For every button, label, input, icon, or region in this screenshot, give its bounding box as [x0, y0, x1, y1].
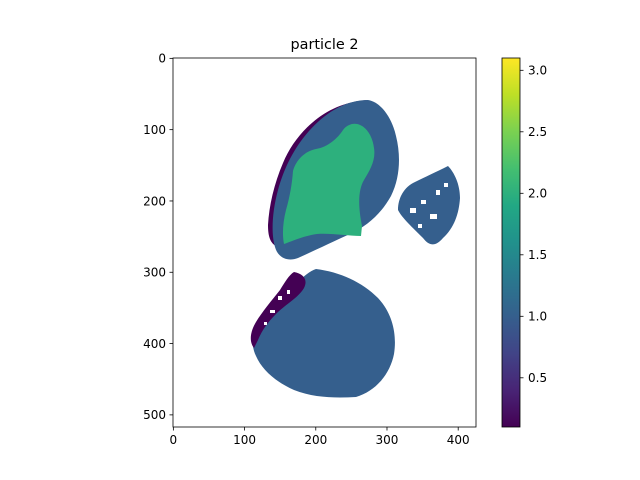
y-axis: 0 100 200 300 400 500 — [143, 52, 173, 422]
colorbar-tick-label: 2.5 — [528, 125, 547, 139]
region-upper-left-core — [282, 123, 375, 244]
y-tick-label: 0 — [158, 52, 166, 66]
colorbar-tick-label: 0.5 — [528, 371, 547, 385]
lower-particle-specks — [264, 290, 290, 325]
x-tick-label: 300 — [376, 433, 399, 447]
region-lower-rim — [250, 272, 306, 348]
colorbar-axis: 0.5 1.0 1.5 2.0 2.5 3.0 — [520, 64, 547, 385]
right-particle-holes — [410, 183, 448, 228]
y-tick-label: 400 — [143, 337, 166, 351]
colorbar-tick-label: 3.0 — [528, 64, 547, 78]
colorbar-frame — [501, 57, 521, 428]
x-tick-label: 100 — [233, 433, 256, 447]
y-tick-label: 500 — [143, 408, 166, 422]
y-tick-label: 100 — [143, 123, 166, 137]
x-tick-label: 400 — [447, 433, 470, 447]
region-lower-body — [252, 269, 395, 398]
x-axis: 0 100 200 300 400 — [170, 427, 470, 447]
x-tick-label: 0 — [170, 433, 178, 447]
colorbar — [502, 58, 520, 427]
heatmap-image — [250, 100, 460, 398]
y-tick-label: 300 — [143, 266, 166, 280]
y-tick-label: 200 — [143, 194, 166, 208]
chart-title: particle 2 — [290, 37, 358, 53]
colorbar-tick-label: 2.0 — [528, 187, 547, 201]
region-right-particle — [398, 166, 460, 245]
axes-frame — [172, 57, 477, 428]
colorbar-tick-label: 1.5 — [528, 248, 547, 262]
colorbar-tick-label: 1.0 — [528, 310, 547, 324]
x-tick-label: 200 — [304, 433, 327, 447]
